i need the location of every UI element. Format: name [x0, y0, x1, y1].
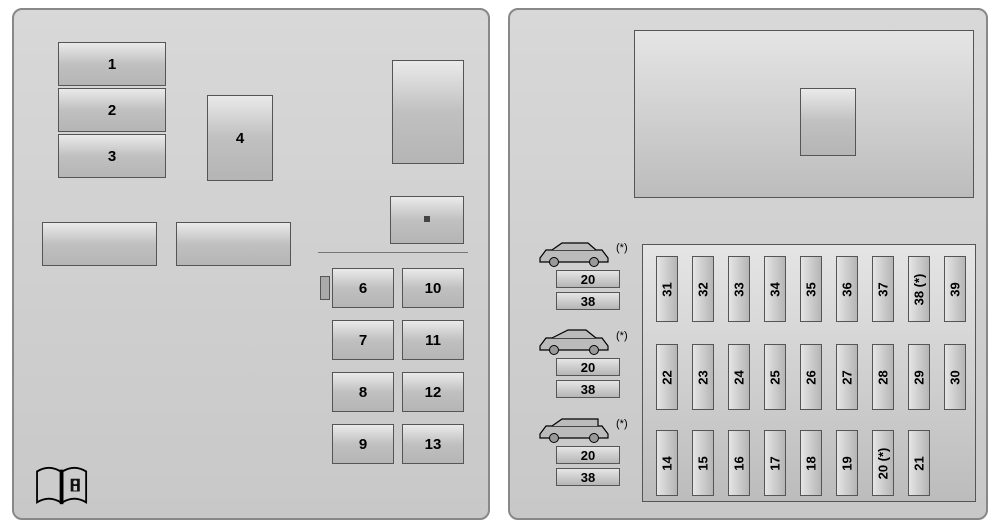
fuse-23: 23 — [692, 344, 714, 410]
fuse-26: 26 — [800, 344, 822, 410]
fuse-27: 27 — [836, 344, 858, 410]
fuse-box-13: 13 — [402, 424, 464, 464]
fuse-box-10: 10 — [402, 268, 464, 308]
fuse-box-9: 9 — [332, 424, 394, 464]
fuse-box-6: 6 — [332, 268, 394, 308]
fuse-15: 15 — [692, 430, 714, 496]
fuse-39: 39 — [944, 256, 966, 322]
tab-marker — [320, 276, 330, 300]
fuse-22: 22 — [656, 344, 678, 410]
fuse-box-11: 11 — [402, 320, 464, 360]
fuse-32: 32 — [692, 256, 714, 322]
fuse-box-4: 4 — [207, 95, 273, 181]
fuse-box-3: 3 — [58, 134, 166, 178]
car-fuse-20: 20 — [556, 270, 620, 288]
fuse-28: 28 — [872, 344, 894, 410]
car-fuse-38: 38 — [556, 468, 620, 486]
fuse-31: 31 — [656, 256, 678, 322]
car-icon-wagon — [534, 416, 614, 444]
fuse-18: 18 — [800, 430, 822, 496]
car-icon-sedan — [534, 240, 614, 268]
fuse-14: 14 — [656, 430, 678, 496]
divider-line — [318, 252, 468, 253]
fuse-16: 16 — [728, 430, 750, 496]
asterisk-note: (*) — [616, 330, 628, 342]
car-icon-coupe — [534, 328, 614, 356]
car-fuse-20: 20 — [556, 358, 620, 376]
fuse-34: 34 — [764, 256, 786, 322]
asterisk-note: (*) — [616, 242, 628, 254]
fuse-box-1: 1 — [58, 42, 166, 86]
car-fuse-20: 20 — [556, 446, 620, 464]
fuse-box-bL1 — [42, 222, 157, 266]
fuse-box-7: 7 — [332, 320, 394, 360]
fuse-30: 30 — [944, 344, 966, 410]
fuse-38: 38 (*) — [908, 256, 930, 322]
manual-book-icon — [35, 466, 90, 506]
fuse-17: 17 — [764, 430, 786, 496]
fuse-box-bL2 — [176, 222, 291, 266]
right-top-inner-box — [800, 88, 856, 156]
fuse-25: 25 — [764, 344, 786, 410]
car-fuse-38: 38 — [556, 380, 620, 398]
fuse-box-12: 12 — [402, 372, 464, 412]
fuse-29: 29 — [908, 344, 930, 410]
fuse-box-8: 8 — [332, 372, 394, 412]
fuse-21: 21 — [908, 430, 930, 496]
asterisk-note: (*) — [616, 418, 628, 430]
car-fuse-38: 38 — [556, 292, 620, 310]
connector-dot — [424, 216, 430, 222]
fuse-19: 19 — [836, 430, 858, 496]
fuse-33: 33 — [728, 256, 750, 322]
fuse-37: 37 — [872, 256, 894, 322]
fuse-36: 36 — [836, 256, 858, 322]
fuse-box-2: 2 — [58, 88, 166, 132]
fuse-24: 24 — [728, 344, 750, 410]
fuse-35: 35 — [800, 256, 822, 322]
fuse-box-b5a — [392, 60, 464, 164]
fuse-20: 20 (*) — [872, 430, 894, 496]
